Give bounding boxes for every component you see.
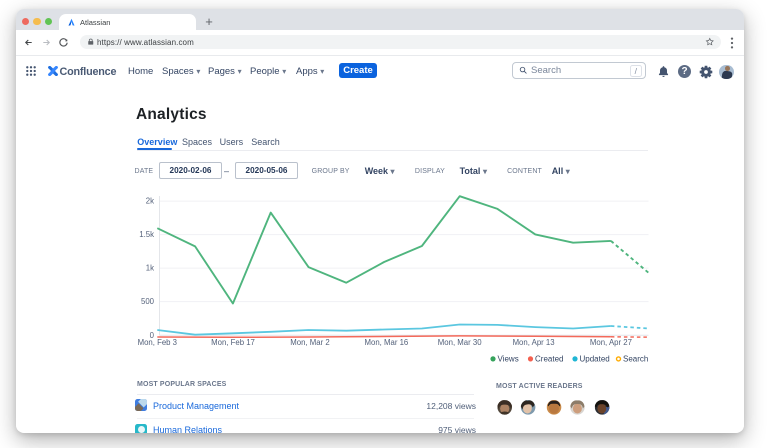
svg-text:Mon, Feb 17: Mon, Feb 17	[211, 338, 255, 347]
svg-text:Mon, Feb 3: Mon, Feb 3	[138, 338, 177, 347]
svg-text:Views: Views	[498, 355, 519, 364]
svg-text:Created: Created	[535, 355, 563, 364]
svg-text:1.5k: 1.5k	[139, 230, 154, 239]
svg-text:Mon, Mar 30: Mon, Mar 30	[438, 338, 482, 347]
svg-text:Updated: Updated	[580, 355, 610, 364]
svg-text:2k: 2k	[146, 197, 154, 206]
svg-text:Mon, Mar 16: Mon, Mar 16	[365, 338, 409, 347]
svg-text:Mon, Apr 13: Mon, Apr 13	[513, 338, 555, 347]
svg-text:Mon, Apr 27: Mon, Apr 27	[590, 338, 632, 347]
svg-text:1k: 1k	[146, 264, 154, 273]
svg-text:Mon, Mar 2: Mon, Mar 2	[290, 338, 329, 347]
svg-text:0: 0	[150, 331, 155, 340]
svg-text:500: 500	[141, 297, 155, 306]
svg-text:Search: Search	[623, 355, 648, 364]
